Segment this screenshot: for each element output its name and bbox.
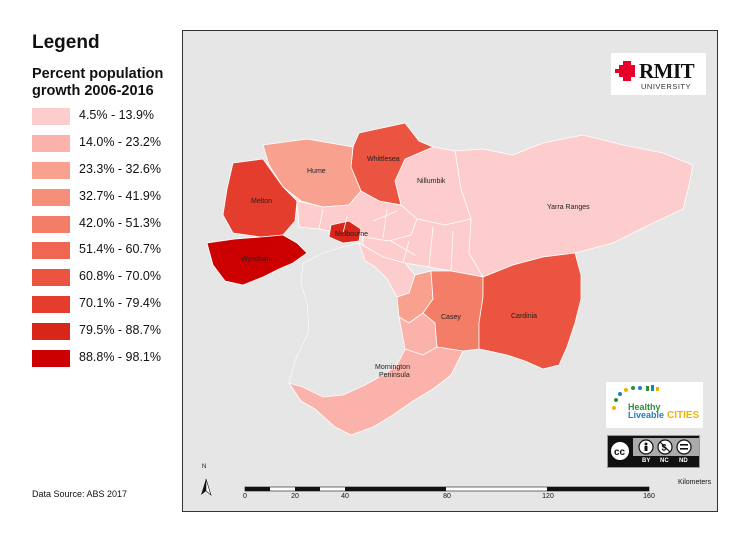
legend-label: 23.3% - 32.6%: [79, 161, 161, 176]
lga-boundary: [390, 240, 416, 256]
lga-boundary: [342, 216, 348, 234]
label-whittlesea: Whittlesea: [367, 156, 400, 163]
label-melbourne: Melbourne: [335, 231, 368, 238]
region-melbourne: [328, 220, 362, 244]
port-phillip-bay: [288, 242, 406, 398]
legend-swatch: [32, 242, 70, 260]
scale-tick: 160: [643, 493, 655, 500]
legend-swatch: [32, 108, 70, 125]
rmit-name: RMIT: [639, 59, 695, 83]
legend-label: 4.5% - 13.9%: [79, 108, 155, 122]
north-label: N: [202, 464, 207, 470]
label-yarra-ranges: Yarra Ranges: [547, 204, 590, 211]
legend-title: Legend: [32, 32, 100, 53]
scale-unit: Kilometers: [678, 479, 712, 486]
label-mornington: Mornington Peninsula: [375, 364, 410, 379]
lga-boundary: [402, 240, 410, 264]
label-cardinia: Cardinia: [511, 313, 537, 320]
lga-boundary: [318, 208, 324, 230]
legend-label: 32.7% - 41.9%: [79, 188, 161, 203]
legend-swatch: [32, 323, 70, 341]
region-casey: [422, 270, 484, 352]
scale-tick: 80: [443, 493, 451, 500]
north-arrow-icon: [201, 478, 212, 496]
scale-tick: 0: [243, 493, 247, 500]
cc-by-label: BY: [642, 458, 651, 464]
scale-bar: [244, 486, 650, 492]
label-hume: Hume: [307, 168, 326, 175]
cc-icon: [609, 440, 631, 462]
label-nillumbik: Nillumbik: [417, 178, 446, 185]
rmit-sub: UNIVERSITY: [641, 82, 692, 91]
region-cardinia: [478, 252, 582, 370]
legend-swatch: [32, 188, 70, 206]
lga-boundary: [372, 210, 398, 222]
legend-swatch: [32, 215, 70, 233]
map-svg: Hume Whittlesea Nillumbik Yarra Ranges M…: [201, 122, 694, 496]
hlc-line3: CITIES: [667, 410, 700, 421]
legend-swatch: [32, 269, 70, 287]
scale-tick: 120: [542, 493, 554, 500]
legend-label: 60.8% - 70.0%: [79, 269, 161, 284]
map-frame: Hume Whittlesea Nillumbik Yarra Ranges M…: [182, 30, 718, 512]
label-casey: Casey: [441, 314, 461, 321]
scale-tick: 40: [341, 493, 349, 500]
legend-swatch: [32, 296, 70, 314]
region-wyndham: [206, 234, 308, 286]
label-melton: Melton: [251, 198, 272, 205]
lga-boundary: [382, 208, 388, 239]
label-wyndham: Wyndham: [241, 256, 273, 263]
legend-label: 51.4% - 60.7%: [79, 242, 161, 257]
svg-text:$: $: [662, 443, 667, 453]
legend-label: 14.0% - 23.2%: [79, 134, 161, 149]
legend-swatch: [32, 350, 70, 368]
cc-nd-label: ND: [679, 458, 688, 464]
legend-label: 79.5% - 88.7%: [79, 323, 161, 338]
data-source: Data Source: ABS 2017: [32, 489, 128, 499]
creative-commons-badge: cc $ BY NC ND: [607, 435, 700, 468]
legend-label: 42.0% - 51.3%: [79, 215, 161, 230]
hlc-line1: Healthy: [628, 402, 661, 412]
rmit-logo: RMIT UNIVERSITY: [611, 53, 706, 95]
legend-label: 88.8% - 98.1%: [79, 350, 161, 365]
hlc-emblem-icon: [612, 385, 659, 410]
scale-tick: 20: [291, 493, 299, 500]
legend-swatch: [32, 161, 70, 179]
cc-nc-label: NC: [660, 458, 669, 464]
hlc-line2: Liveable: [628, 410, 665, 420]
lga-boundary: [450, 230, 454, 272]
nd-icon: [676, 439, 692, 455]
legend-swatch: [32, 134, 70, 152]
lga-boundary: [428, 226, 434, 268]
legend-label: 70.1% - 79.4%: [79, 296, 161, 311]
healthy-liveable-cities-logo: Healthy Liveable CITIES: [606, 382, 703, 428]
legend-subtitle: Percent population growth 2006-2016: [32, 66, 164, 99]
rmit-pixel-icon: [615, 61, 635, 81]
svg-text:cc: cc: [614, 447, 626, 458]
